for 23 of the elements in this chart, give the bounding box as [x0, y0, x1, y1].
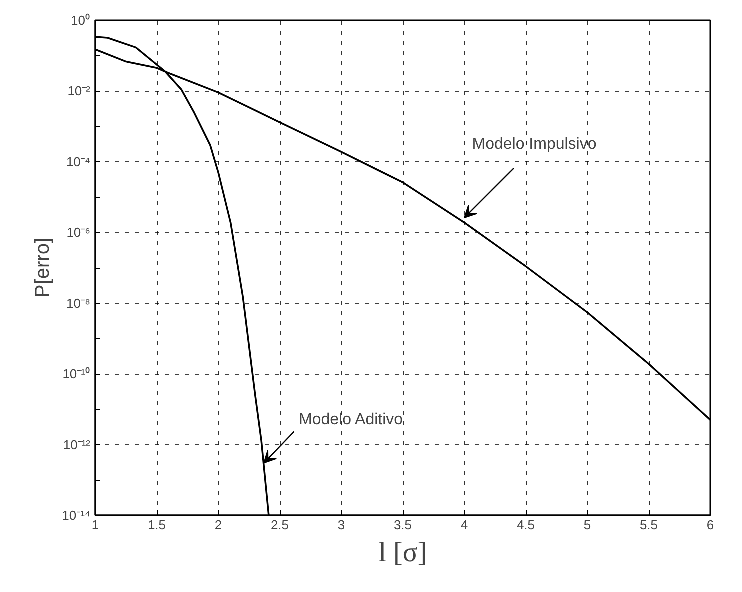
annotation: Modelo Aditivo: [299, 411, 404, 428]
x-tick-label: 6: [706, 518, 714, 532]
x-tick-label: 1: [92, 518, 100, 532]
x-tick-label: 3.5: [394, 518, 412, 532]
y-tick-label: 10⁻¹⁰: [62, 366, 91, 382]
y-tick-label: 10⁰: [71, 13, 91, 28]
y-tick-label: 10⁻¹²: [63, 437, 92, 452]
x-tick-label: 5: [584, 518, 592, 532]
y-tick-label: 10⁻¹⁴: [62, 508, 90, 523]
x-tick-label: 2: [214, 518, 222, 532]
x-tick-label: 1.5: [148, 518, 166, 532]
x-tick-label: 4.5: [516, 518, 536, 532]
x-tick-label: 5.5: [640, 518, 658, 532]
y-axis-title: P[erro]: [32, 238, 54, 298]
y-tick-label: 10⁻⁶: [66, 225, 90, 240]
y-tick-label: 10⁻²: [68, 84, 92, 99]
x-tick-label: 4: [460, 518, 468, 532]
y-tick-label: 10⁻⁸: [66, 296, 91, 311]
x-tick-label: 2.5: [270, 518, 290, 532]
x-tick-label: 3: [338, 518, 346, 532]
y-tick-label: 10⁻⁴: [66, 154, 90, 170]
x-axis-title: l [σ]: [378, 538, 428, 568]
annotation: Modelo Impulsivo: [472, 136, 597, 153]
